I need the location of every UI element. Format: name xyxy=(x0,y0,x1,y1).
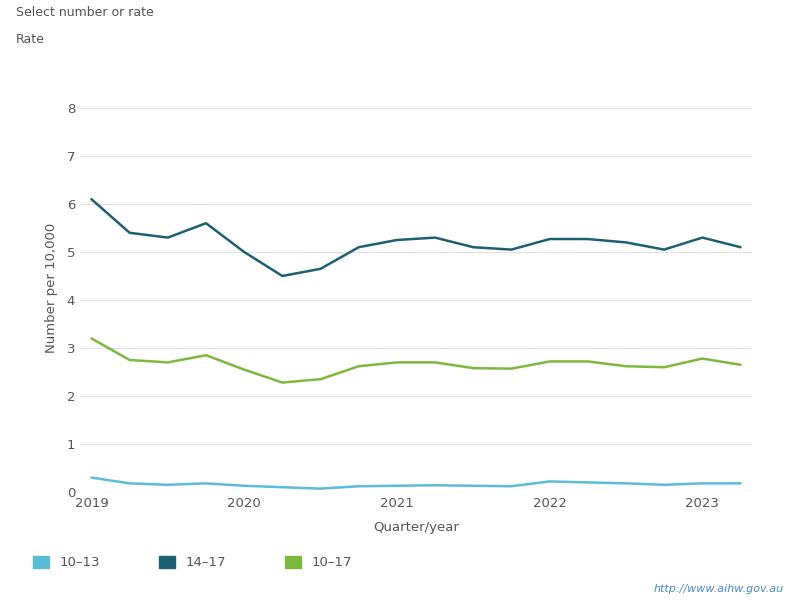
Text: Select number or rate: Select number or rate xyxy=(16,6,154,19)
Text: Rate: Rate xyxy=(16,33,45,46)
Y-axis label: Number per 10,000: Number per 10,000 xyxy=(46,223,58,353)
X-axis label: Quarter/year: Quarter/year xyxy=(373,521,459,534)
Text: http://www.aihw.gov.au: http://www.aihw.gov.au xyxy=(654,584,784,594)
Legend: 10–13, 14–17, 10–17: 10–13, 14–17, 10–17 xyxy=(33,556,352,569)
